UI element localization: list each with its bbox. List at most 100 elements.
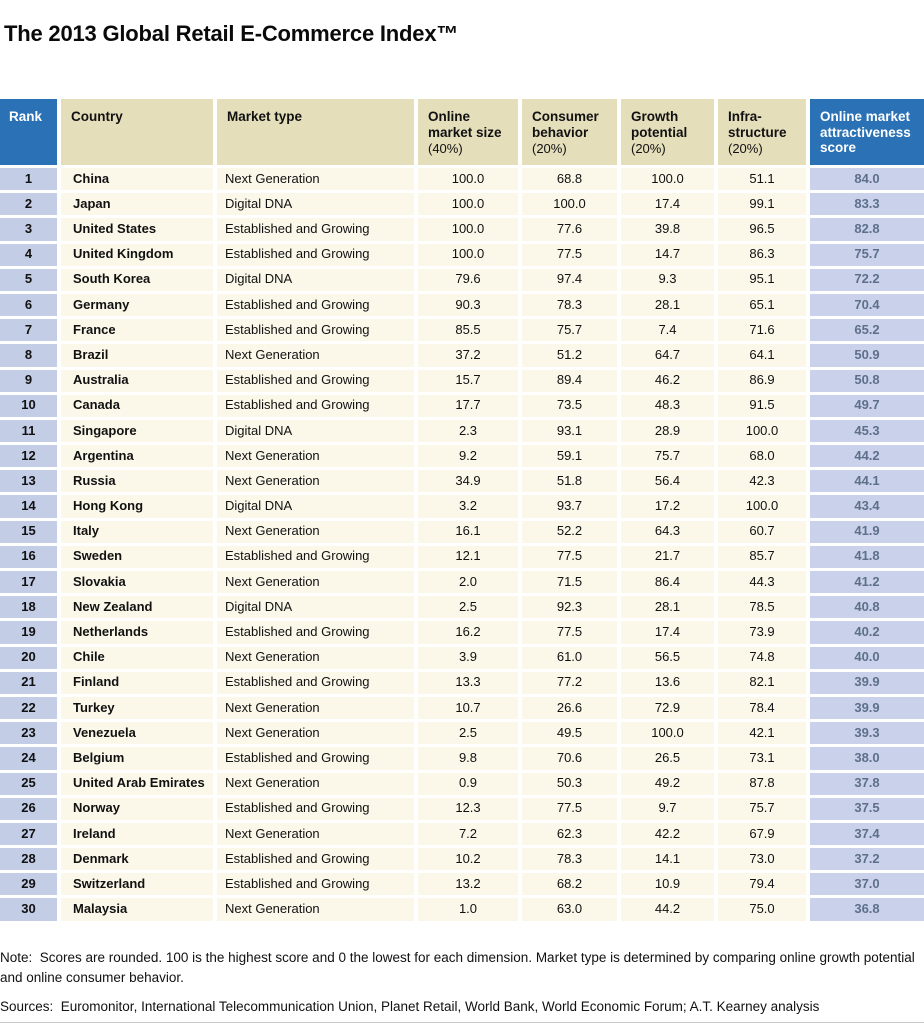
growth-potential-cell: 64.3 — [621, 520, 714, 543]
infrastructure-cell: 75.7 — [718, 797, 806, 820]
growth-potential-cell: 28.1 — [621, 293, 714, 317]
infrastructure-cell: 86.9 — [718, 369, 806, 392]
growth-potential-cell: 49.2 — [621, 772, 714, 795]
infrastructure-cell: 65.1 — [718, 293, 806, 317]
country-cell: Malaysia — [61, 898, 213, 921]
infrastructure-cell: 82.1 — [718, 671, 806, 694]
growth-potential-cell: 48.3 — [621, 394, 714, 417]
rank-cell: 9 — [0, 369, 57, 392]
rank-cell: 27 — [0, 822, 57, 846]
market-type-cell: Next Generation — [217, 722, 414, 745]
score-cell: 50.8 — [810, 369, 924, 392]
infrastructure-cell: 68.0 — [718, 445, 806, 468]
consumer-behavior-cell: 100.0 — [522, 193, 617, 216]
infrastructure-cell: 67.9 — [718, 822, 806, 846]
score-cell: 41.9 — [810, 520, 924, 543]
col-header-online-market-size: Online market size (40%) — [418, 99, 518, 165]
country-cell: United States — [61, 218, 213, 241]
online-market-size-cell: 0.9 — [418, 772, 518, 795]
infrastructure-cell: 73.9 — [718, 621, 806, 644]
col-header-country: Country — [61, 99, 213, 165]
country-cell: Slovakia — [61, 571, 213, 594]
consumer-behavior-cell: 70.6 — [522, 747, 617, 770]
online-market-size-cell: 90.3 — [418, 293, 518, 317]
growth-potential-cell: 10.9 — [621, 873, 714, 896]
growth-potential-cell: 28.1 — [621, 596, 714, 619]
country-cell: Norway — [61, 797, 213, 820]
consumer-behavior-cell: 89.4 — [522, 369, 617, 392]
online-market-size-cell: 13.2 — [418, 873, 518, 896]
online-market-size-cell: 12.1 — [418, 545, 518, 568]
market-type-cell: Established and Growing — [217, 747, 414, 770]
country-cell: South Korea — [61, 268, 213, 291]
infrastructure-cell: 44.3 — [718, 571, 806, 594]
market-type-cell: Next Generation — [217, 822, 414, 846]
country-cell: Japan — [61, 193, 213, 216]
rank-cell: 14 — [0, 495, 57, 518]
online-market-size-cell: 2.5 — [418, 722, 518, 745]
market-type-cell: Digital DNA — [217, 193, 414, 216]
rank-cell: 24 — [0, 747, 57, 770]
note-text: Note: Scores are rounded. 100 is the hig… — [0, 949, 919, 985]
rank-cell: 26 — [0, 797, 57, 820]
online-market-size-cell: 100.0 — [418, 243, 518, 266]
market-type-cell: Next Generation — [217, 898, 414, 921]
col-header-growth-potential: Growth potential (20%) — [621, 99, 714, 165]
market-type-cell: Next Generation — [217, 344, 414, 367]
rank-cell: 21 — [0, 671, 57, 694]
consumer-behavior-cell: 77.5 — [522, 545, 617, 568]
online-market-size-cell: 7.2 — [418, 822, 518, 846]
col-header-infrastructure: Infra- structure (20%) — [718, 99, 806, 165]
growth-potential-cell: 9.7 — [621, 797, 714, 820]
growth-potential-cell: 46.2 — [621, 369, 714, 392]
consumer-behavior-cell: 93.7 — [522, 495, 617, 518]
market-type-cell: Established and Growing — [217, 848, 414, 871]
score-cell: 39.9 — [810, 671, 924, 694]
infrastructure-cell: 42.1 — [718, 722, 806, 745]
infrastructure-cell: 95.1 — [718, 268, 806, 291]
rank-cell: 25 — [0, 772, 57, 795]
growth-potential-cell: 17.2 — [621, 495, 714, 518]
consumer-behavior-cell: 61.0 — [522, 646, 617, 669]
country-cell: Brazil — [61, 344, 213, 367]
col-header-consumer-behavior-label: Consumer behavior — [532, 109, 599, 140]
rank-cell: 23 — [0, 722, 57, 745]
market-type-cell: Digital DNA — [217, 268, 414, 291]
rank-cell: 30 — [0, 898, 57, 921]
col-header-online-market-size-weight: (40%) — [428, 141, 463, 157]
country-cell: Belgium — [61, 747, 213, 770]
rank-cell: 7 — [0, 319, 57, 342]
market-type-cell: Digital DNA — [217, 419, 414, 443]
infrastructure-cell: 73.0 — [718, 848, 806, 871]
index-table: Rank Country Market type Online market s… — [0, 99, 924, 921]
online-market-size-cell: 3.2 — [418, 495, 518, 518]
rank-cell: 3 — [0, 218, 57, 241]
online-market-size-cell: 2.5 — [418, 596, 518, 619]
consumer-behavior-cell: 68.2 — [522, 873, 617, 896]
rank-cell: 19 — [0, 621, 57, 644]
score-cell: 45.3 — [810, 419, 924, 443]
score-cell: 49.7 — [810, 394, 924, 417]
growth-potential-cell: 28.9 — [621, 419, 714, 443]
growth-potential-cell: 9.3 — [621, 268, 714, 291]
market-type-cell: Established and Growing — [217, 369, 414, 392]
country-cell: New Zealand — [61, 596, 213, 619]
score-cell: 40.8 — [810, 596, 924, 619]
infrastructure-cell: 79.4 — [718, 873, 806, 896]
growth-potential-cell: 75.7 — [621, 445, 714, 468]
online-market-size-cell: 10.7 — [418, 696, 518, 720]
rank-cell: 12 — [0, 445, 57, 468]
rank-cell: 10 — [0, 394, 57, 417]
rank-cell: 4 — [0, 243, 57, 266]
online-market-size-cell: 100.0 — [418, 218, 518, 241]
rank-cell: 18 — [0, 596, 57, 619]
consumer-behavior-cell: 78.3 — [522, 293, 617, 317]
infrastructure-cell: 99.1 — [718, 193, 806, 216]
country-cell: Ireland — [61, 822, 213, 846]
score-cell: 37.4 — [810, 822, 924, 846]
col-header-country-label: Country — [71, 109, 123, 124]
score-cell: 40.2 — [810, 621, 924, 644]
infrastructure-cell: 42.3 — [718, 470, 806, 493]
market-type-cell: Established and Growing — [217, 243, 414, 266]
online-market-size-cell: 17.7 — [418, 394, 518, 417]
